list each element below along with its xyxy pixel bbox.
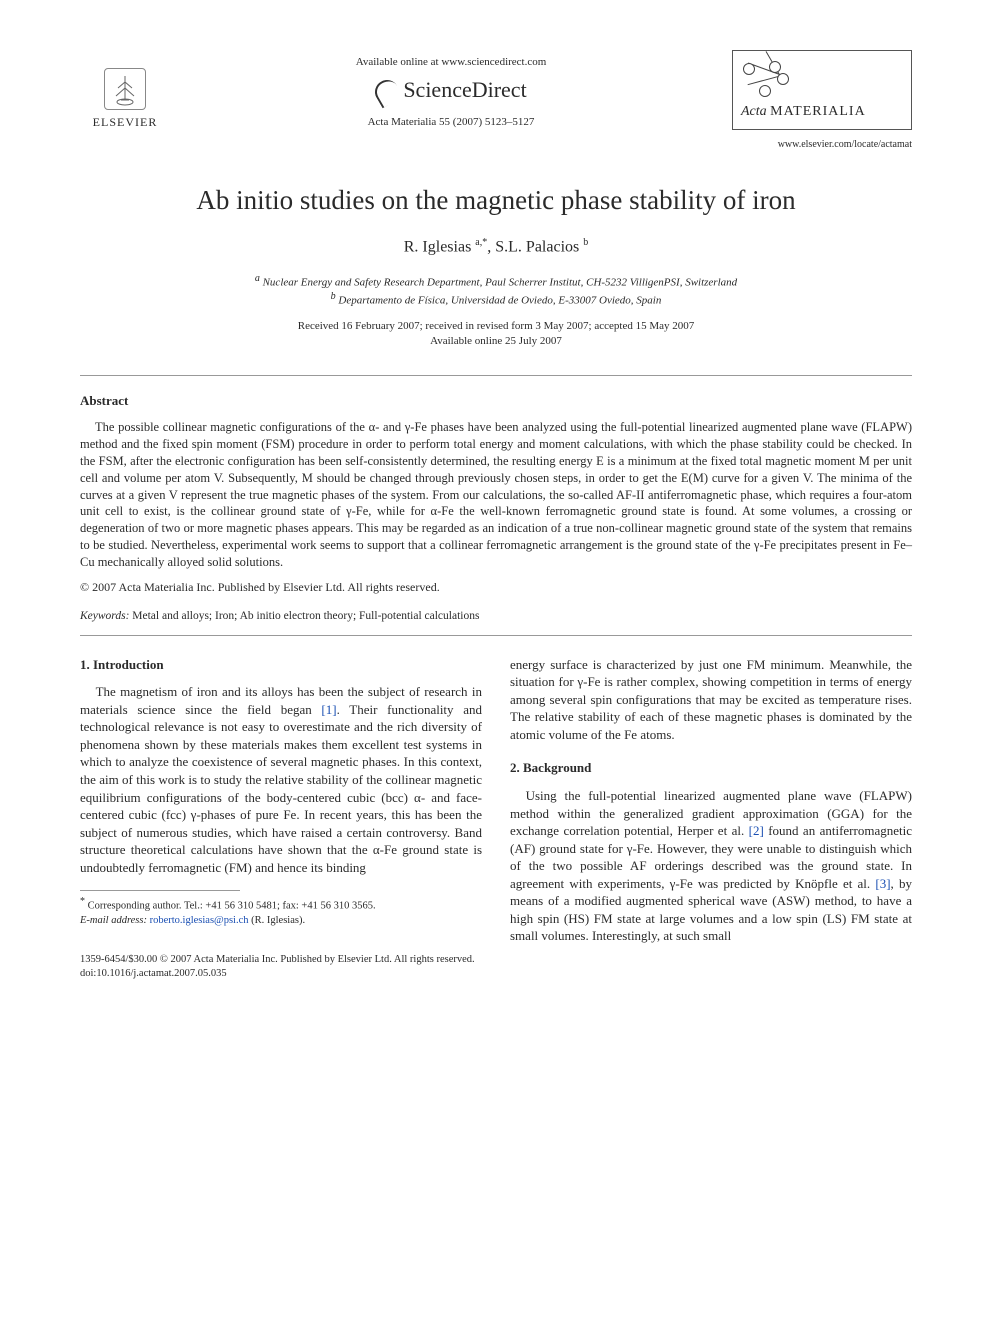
affiliations: a Nuclear Energy and Safety Research Dep… [80,272,912,309]
email-line: E-mail address: roberto.iglesias@psi.ch … [80,914,482,928]
received-line: Received 16 February 2007; received in r… [80,319,912,334]
author-1-sup: a,* [475,237,487,248]
paper-title: Ab initio studies on the magnetic phase … [80,182,912,218]
two-column-body: 1. Introduction The magnetism of iron an… [80,656,912,945]
abstract-copyright: © 2007 Acta Materialia Inc. Published by… [80,579,912,595]
keywords-line: Keywords: Metal and alloys; Iron; Ab ini… [80,609,912,625]
affiliation-b: b Departamento de Física, Universidad de… [80,290,912,309]
acta-crystal-icon [741,59,791,99]
elsevier-tree-icon [104,68,146,110]
price-copyright: 1359-6454/$30.00 © 2007 Acta Materialia … [80,953,912,967]
header-row: ELSEVIER Available online at www.science… [80,50,912,130]
corr-text: Corresponding author. Tel.: +41 56 310 5… [85,901,376,912]
locate-url[interactable]: www.elsevier.com/locate/actamat [80,138,912,152]
sciencedirect-text: ScienceDirect [403,77,526,102]
acta-title-caps: MATERIALIA [770,104,866,119]
authors-line: R. Iglesias a,*, S.L. Palacios b [80,236,912,258]
email-who: (R. Iglesias). [249,915,306,926]
column-left: 1. Introduction The magnetism of iron an… [80,656,482,945]
doi-line: doi:10.1016/j.actamat.2007.05.035 [80,967,912,981]
sciencedirect-logo: ScienceDirect [170,75,732,105]
section-2-title: 2. Background [510,759,912,777]
rule-top [80,375,912,376]
available-online-text: Available online at www.sciencedirect.co… [170,55,732,70]
intro-continuation: energy surface is characterized by just … [510,656,912,744]
citation-1[interactable]: [1] [321,702,336,717]
rule-bottom [80,635,912,636]
elsevier-label: ELSEVIER [80,114,170,130]
intro-text-b: . Their functionality and technological … [80,702,482,875]
abstract-text: The possible collinear magnetic configur… [80,420,912,569]
available-line: Available online 25 July 2007 [80,334,912,349]
journal-reference: Acta Materialia 55 (2007) 5123–5127 [170,115,732,130]
email-link[interactable]: roberto.iglesias@psi.ch [150,915,249,926]
abstract-body: The possible collinear magnetic configur… [80,419,912,571]
acta-title: Acta MATERIALIA [741,103,903,122]
author-2-sup: b [583,237,588,248]
elsevier-logo-block: ELSEVIER [80,68,170,130]
footnote-separator [80,890,240,891]
corresponding-author: * Corresponding author. Tel.: +41 56 310… [80,895,482,914]
column-right: energy surface is characterized by just … [510,656,912,945]
keywords-list: Metal and alloys; Iron; Ab initio electr… [129,610,479,622]
intro-paragraph: The magnetism of iron and its alloys has… [80,683,482,876]
affiliation-a: a Nuclear Energy and Safety Research Dep… [80,272,912,291]
affil-b-text: Departamento de Física, Universidad de O… [336,295,662,307]
email-label: E-mail address: [80,915,147,926]
affil-a-text: Nuclear Energy and Safety Research Depar… [260,277,737,289]
abstract-label: Abstract [80,392,912,410]
footer-block: 1359-6454/$30.00 © 2007 Acta Materialia … [80,953,912,981]
citation-2[interactable]: [2] [749,823,764,838]
background-paragraph: Using the full-potential linearized augm… [510,787,912,945]
citation-3[interactable]: [3] [875,876,890,891]
sciencedirect-swoosh-icon [371,76,404,109]
footnote-block: * Corresponding author. Tel.: +41 56 310… [80,895,482,928]
center-header: Available online at www.sciencedirect.co… [170,55,732,130]
author-1: R. Iglesias [404,238,476,255]
section-1-title: 1. Introduction [80,656,482,674]
acta-block: Acta MATERIALIA [732,50,912,130]
keywords-label: Keywords: [80,610,129,622]
acta-title-italic: Acta [741,104,767,119]
author-2: , S.L. Palacios [487,238,583,255]
dates-block: Received 16 February 2007; received in r… [80,319,912,349]
acta-materialia-box: Acta MATERIALIA [732,50,912,130]
